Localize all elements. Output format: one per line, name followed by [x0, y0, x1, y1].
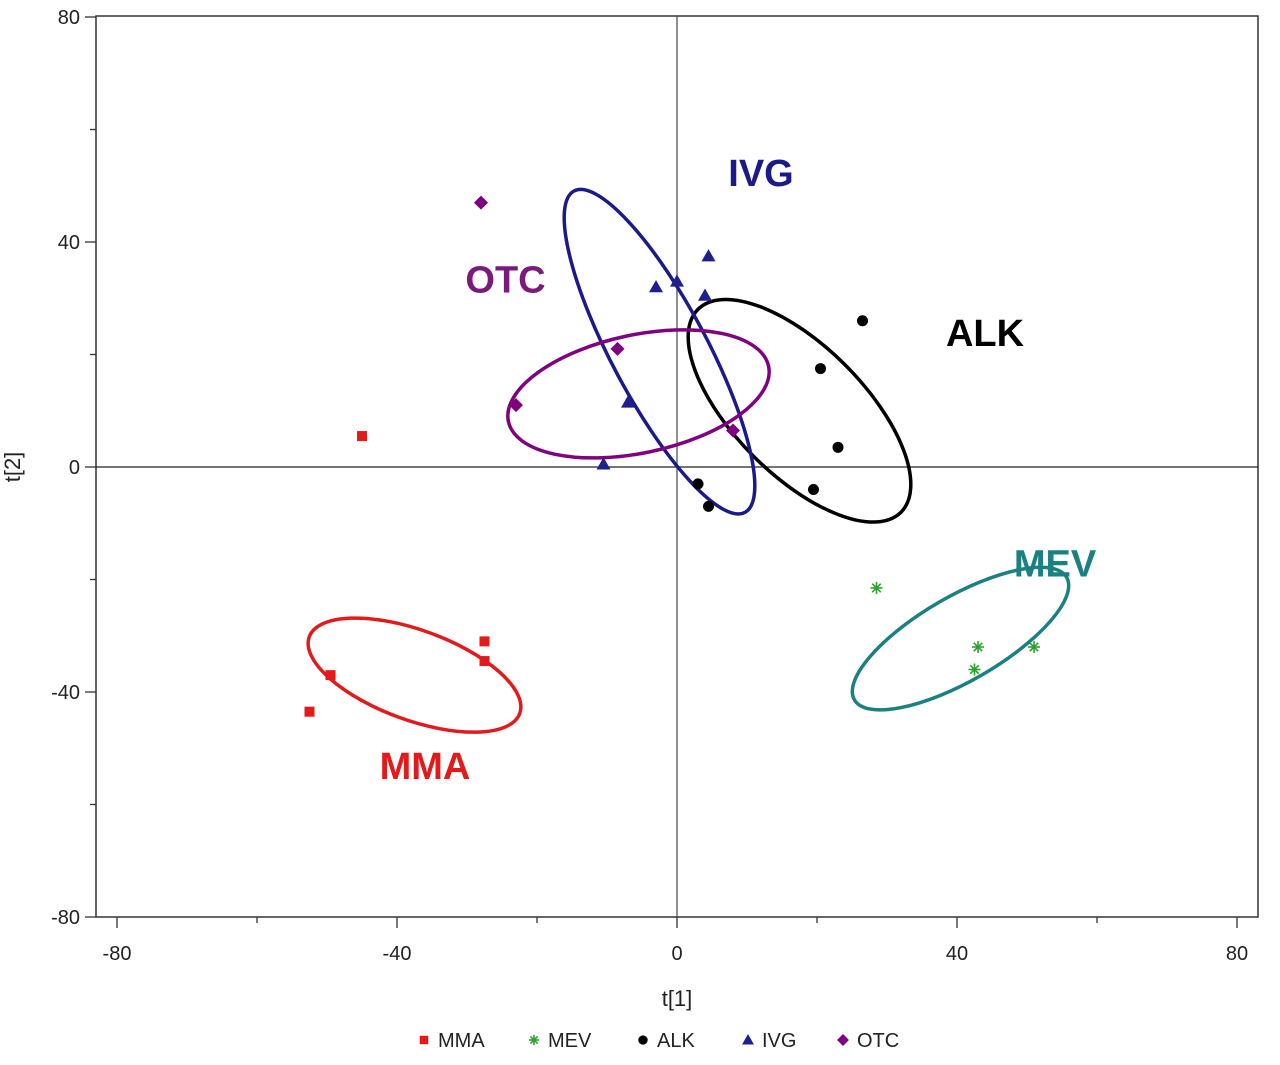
point-otc — [509, 398, 523, 413]
legend-marker-mev — [528, 1034, 540, 1046]
ellipse-otc — [506, 328, 771, 460]
point-mma — [304, 706, 315, 717]
y-tick-label: 40 — [58, 232, 80, 254]
point-ivg — [701, 249, 716, 262]
x-tick-label: 0 — [671, 943, 682, 965]
point-otc — [474, 195, 488, 210]
legend: MMA MEV ALK IVG OTC — [419, 1030, 899, 1052]
point-mma — [325, 670, 336, 681]
point-mev — [1028, 641, 1040, 653]
point-alk — [808, 484, 819, 495]
legend-label: MMA — [438, 1030, 485, 1052]
ellipse-alk — [686, 297, 913, 524]
point-ivg — [596, 457, 611, 470]
legend-item-alk: ALK — [638, 1030, 695, 1052]
point-mev — [968, 663, 981, 676]
y-tick-label: -40 — [51, 682, 80, 704]
legend-marker-mma — [419, 1035, 429, 1045]
point-mma — [479, 656, 490, 667]
group-label-otc: OTC — [465, 260, 545, 302]
ellipse-mev — [850, 565, 1071, 712]
legend-marker-alk — [638, 1035, 648, 1045]
legend-item-mev: MEV — [528, 1030, 592, 1052]
legend-label: MEV — [548, 1030, 592, 1052]
confidence-ellipses — [306, 187, 1071, 734]
point-ivg — [670, 274, 684, 287]
legend-item-otc: OTC — [837, 1030, 899, 1052]
y-axis-title: t[2] — [0, 452, 25, 483]
ellipse-mma — [306, 616, 523, 734]
ellipse-ivg — [562, 187, 757, 516]
legend-item-ivg: IVG — [742, 1030, 796, 1052]
point-mma — [479, 636, 490, 647]
point-mev — [972, 641, 984, 653]
point-alk — [815, 363, 826, 375]
axis-ticks: -80 -40 0 40 80 80 40 0 -40 -80 — [51, 7, 1248, 965]
legend-marker-ivg — [742, 1034, 754, 1045]
point-mma — [357, 431, 367, 442]
x-tick-label: 40 — [946, 943, 968, 965]
y-tick-label: 80 — [58, 7, 80, 29]
x-tick-label: -80 — [103, 943, 132, 965]
point-ivg — [698, 288, 712, 301]
legend-label: ALK — [657, 1030, 695, 1052]
y-tick-label: 0 — [69, 457, 80, 479]
point-alk — [857, 315, 868, 327]
group-label-mev: MEV — [1014, 544, 1097, 586]
legend-label: OTC — [857, 1030, 899, 1052]
legend-marker-otc — [837, 1034, 849, 1046]
group-labels: IVG OTC ALK MEV MMA — [380, 153, 1097, 788]
data-points — [304, 195, 1040, 717]
point-alk — [692, 478, 704, 490]
point-alk — [832, 441, 844, 453]
group-label-ivg: IVG — [728, 153, 793, 195]
point-otc — [726, 423, 740, 438]
x-tick-label: -40 — [383, 943, 412, 965]
legend-item-mma: MMA — [419, 1030, 485, 1052]
group-label-alk: ALK — [946, 313, 1025, 355]
point-alk — [703, 500, 714, 512]
y-tick-label: -80 — [51, 907, 80, 929]
legend-label: IVG — [762, 1030, 796, 1052]
point-ivg — [649, 280, 663, 293]
group-label-mma: MMA — [380, 746, 471, 788]
point-mev — [870, 581, 883, 594]
point-ivg — [621, 395, 635, 408]
point-otc — [610, 341, 625, 356]
x-axis-title: t[1] — [662, 986, 693, 1011]
x-tick-label: 80 — [1226, 943, 1248, 965]
